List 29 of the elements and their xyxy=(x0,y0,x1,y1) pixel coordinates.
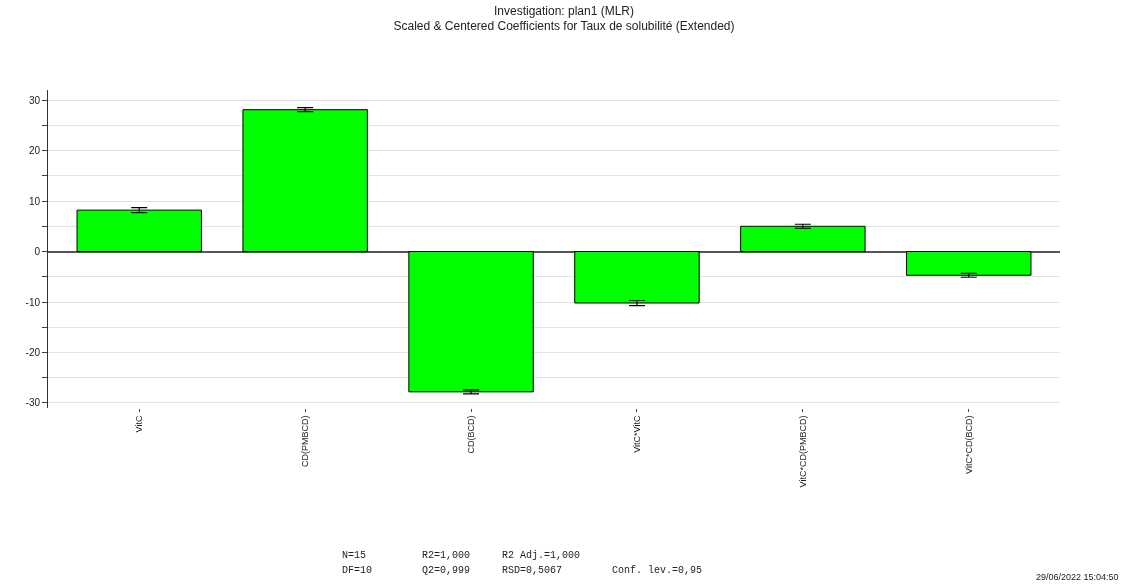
chart-subtitle: Scaled & Centered Coefficients for Taux de solubilité (Extended) xyxy=(393,19,735,34)
x-tick-label: CD(PMBCD) xyxy=(300,415,311,468)
text: R2 Adj.=1,000 xyxy=(502,550,581,561)
text: N=15 xyxy=(342,550,367,561)
y-tick-label: 10 xyxy=(28,195,41,207)
text: R2=1,000 xyxy=(422,550,471,561)
bar xyxy=(242,109,368,253)
y-tick-label: -30 xyxy=(25,397,41,409)
x-tick-label: VitC*VitC xyxy=(631,415,642,453)
chart-title: Investigation: plan1 (MLR) xyxy=(493,3,635,18)
bar xyxy=(408,251,534,393)
y-tick-label: -10 xyxy=(25,296,41,308)
y-tick-label: 0 xyxy=(34,246,41,258)
y-tick-label: 30 xyxy=(28,94,41,106)
y-tick-label: -20 xyxy=(25,346,41,358)
text: Conf. lev.=0,95 xyxy=(612,565,703,576)
x-tick-label: CD(BCD) xyxy=(465,415,476,454)
bar xyxy=(906,251,1032,276)
text: 29/06/2022 15:04:50 xyxy=(1036,572,1119,582)
bar xyxy=(574,251,700,304)
y-tick-label: 20 xyxy=(28,145,41,157)
x-tick-label: VitC xyxy=(134,415,145,433)
x-tick-label: VitC*CD(PMBCD) xyxy=(797,415,808,488)
bar xyxy=(76,209,202,253)
text: RSD=0,5067 xyxy=(502,565,563,576)
text: Q2=0,999 xyxy=(422,565,471,576)
text: DF=10 xyxy=(342,565,373,576)
bar xyxy=(740,225,866,253)
x-tick-label: VitC*CD(BCD) xyxy=(963,415,974,474)
